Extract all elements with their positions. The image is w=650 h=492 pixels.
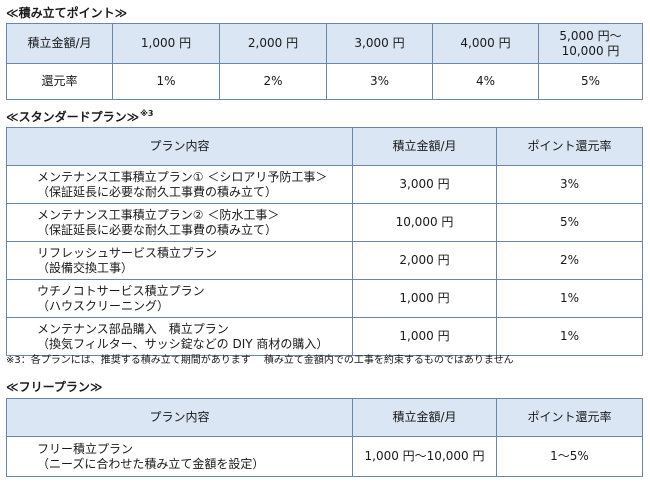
points-rate-label: 還元率 — [6, 63, 113, 100]
points-amount-cell: 1,000 円 — [112, 23, 220, 64]
standard-col-rate: ポイント還元率 — [496, 127, 643, 166]
plan-amount: 2,000 円 — [352, 241, 497, 280]
table-row: ウチノコトサービス積立プラン （ハウスクリーニング） 1,000 円 1% — [6, 279, 643, 318]
table-row: メンテナンス工事積立プラン② ＜防水工事＞ （保証延長に必要な耐久工事費の積み立… — [6, 203, 643, 242]
plan-rate: 1% — [496, 279, 643, 318]
plan-description: メンテナンス工事積立プラン② ＜防水工事＞ （保証延長に必要な耐久工事費の積み立… — [6, 203, 353, 242]
points-heading: ≪積み立てポイント≫ — [6, 6, 128, 20]
plan-rate: 3% — [496, 165, 643, 204]
plan-detail: （ハウスクリーニング） — [37, 298, 170, 313]
points-rate-cell: 5% — [538, 63, 643, 100]
free-col-amount: 積立金額/月 — [352, 398, 497, 437]
points-amount-cell: 3,000 円 — [326, 23, 433, 64]
points-amount-cell: 5,000 円〜 10,000 円 — [538, 23, 643, 64]
plan-amount: 1,000 円 — [352, 317, 497, 356]
plan-name: ウチノコトサービス積立プラン — [37, 283, 205, 298]
plan-description: メンテナンス工事積立プラン① ＜シロアリ予防工事＞ （保証延長に必要な耐久工事費… — [6, 165, 353, 204]
plan-name: メンテナンス工事積立プラン② ＜防水工事＞ — [37, 207, 280, 222]
plan-name: メンテナンス部品購入 積立プラン — [37, 321, 229, 336]
table-row: フリー積立プラン （ニーズに合わせた積み立て金額を設定） 1,000 円〜10,… — [6, 436, 643, 477]
plan-detail: （設備交換工事） — [37, 260, 134, 275]
plan-rate: 5% — [496, 203, 643, 242]
plan-description: リフレッシュサービス積立プラン （設備交換工事） — [6, 241, 353, 280]
points-amount-row: 積立金額/月 1,000 円 2,000 円 3,000 円 4,000 円 5… — [6, 23, 643, 64]
points-amount-cell: 2,000 円 — [219, 23, 327, 64]
plan-name: フリー積立プラン — [37, 441, 134, 456]
points-rate-cell: 2% — [219, 63, 327, 100]
plan-amount: 1,000 円〜10,000 円 — [352, 436, 497, 477]
plan-detail: （ニーズに合わせた積み立て金額を設定） — [37, 456, 265, 471]
standard-heading-note-mark: ※3 — [140, 109, 154, 118]
table-row: メンテナンス部品購入 積立プラン （換気フィルター、サッシ錠などの DIY 商材… — [6, 317, 643, 356]
free-col-rate: ポイント還元率 — [496, 398, 643, 437]
plan-amount: 3,000 円 — [352, 165, 497, 204]
plan-description: フリー積立プラン （ニーズに合わせた積み立て金額を設定） — [6, 436, 353, 477]
points-rate-row: 還元率 1% 2% 3% 4% 5% — [6, 63, 643, 100]
points-table: 積立金額/月 1,000 円 2,000 円 3,000 円 4,000 円 5… — [6, 23, 643, 100]
table-row: リフレッシュサービス積立プラン （設備交換工事） 2,000 円 2% — [6, 241, 643, 280]
plan-rate: 1% — [496, 317, 643, 356]
table-row: メンテナンス工事積立プラン① ＜シロアリ予防工事＞ （保証延長に必要な耐久工事費… — [6, 165, 643, 204]
points-amount-line2: 10,000 円 — [561, 43, 620, 58]
free-heading: ≪フリープラン≫ — [6, 380, 103, 394]
standard-header-row: プラン内容 積立金額/月 ポイント還元率 — [6, 127, 643, 166]
points-rate-cell: 4% — [432, 63, 539, 100]
standard-heading: ≪スタンダードプラン≫※3 — [6, 109, 154, 124]
points-rate-cell: 1% — [112, 63, 220, 100]
standard-col-plan: プラン内容 — [6, 127, 353, 166]
plan-detail: （換気フィルター、サッシ錠などの DIY 商材の購入） — [37, 336, 329, 351]
plan-amount: 10,000 円 — [352, 203, 497, 242]
free-table: プラン内容 積立金額/月 ポイント還元率 フリー積立プラン （ニーズに合わせた積… — [6, 398, 643, 477]
points-rate-cell: 3% — [326, 63, 433, 100]
plan-name: リフレッシュサービス積立プラン — [37, 245, 218, 260]
standard-table: プラン内容 積立金額/月 ポイント還元率 メンテナンス工事積立プラン① ＜シロア… — [6, 127, 643, 356]
free-header-row: プラン内容 積立金額/月 ポイント還元率 — [6, 398, 643, 437]
plan-description: ウチノコトサービス積立プラン （ハウスクリーニング） — [6, 279, 353, 318]
plan-rate: 1〜5% — [496, 436, 643, 477]
standard-heading-text: ≪スタンダードプラン≫ — [6, 110, 140, 124]
plan-name: メンテナンス工事積立プラン① ＜シロアリ予防工事＞ — [37, 169, 328, 184]
free-col-plan: プラン内容 — [6, 398, 353, 437]
plan-detail: （保証延長に必要な耐久工事費の積み立て） — [37, 222, 278, 237]
footnote: ※3：各プランには、推奨する積み立て期間があります 積み立て金額内での工事を約束… — [6, 355, 514, 366]
points-amount-label: 積立金額/月 — [6, 23, 113, 64]
plan-amount: 1,000 円 — [352, 279, 497, 318]
plan-detail: （保証延長に必要な耐久工事費の積み立て） — [37, 184, 278, 199]
points-amount-cell: 4,000 円 — [432, 23, 539, 64]
plan-description: メンテナンス部品購入 積立プラン （換気フィルター、サッシ錠などの DIY 商材… — [6, 317, 353, 356]
points-amount-line1: 5,000 円〜 — [559, 28, 622, 43]
plan-rate: 2% — [496, 241, 643, 280]
standard-col-amount: 積立金額/月 — [352, 127, 497, 166]
